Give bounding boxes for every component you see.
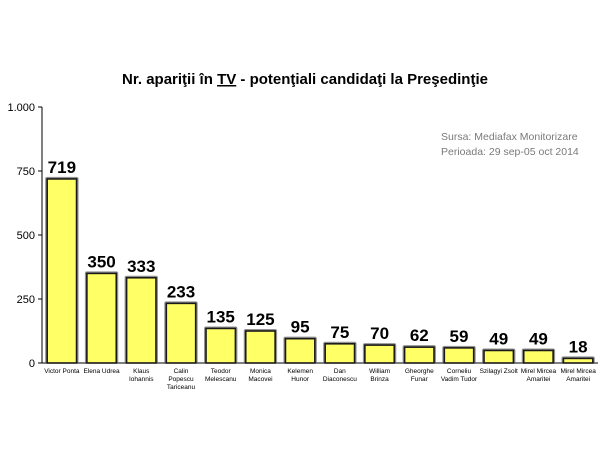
y-tick-label: 250	[17, 294, 35, 306]
category-label: Victor Ponta	[44, 368, 80, 375]
bar	[443, 347, 475, 364]
category-label-line: Amaritei	[527, 376, 551, 383]
data-label: 75	[330, 323, 349, 342]
category-label: Calin Popescu Tariceanu	[167, 368, 196, 391]
y-tick-label: 1.000	[7, 102, 35, 114]
bar	[483, 349, 515, 364]
data-labels: 719 350 333 233 135 125 95 75 70 62 59 49 49 18	[48, 158, 588, 356]
category-label-line: Iohannis	[129, 376, 154, 383]
bar	[364, 344, 396, 364]
y-tick-label: 500	[17, 230, 35, 242]
data-label: 135	[207, 307, 235, 326]
category-label: Szilagyi Zsolt	[480, 368, 518, 375]
data-label: 125	[246, 310, 274, 329]
category-label: Corneliu Vadim Tudor	[441, 368, 478, 383]
category-label-line: Hunor	[291, 376, 310, 383]
category-label-line: Funar	[411, 376, 429, 383]
bar	[46, 178, 78, 364]
data-label: 233	[167, 282, 195, 301]
category-label: Dan Diaconescu	[323, 368, 357, 383]
bar	[165, 302, 197, 364]
category-label-line: Tariceanu	[167, 384, 196, 391]
y-tick-label: 0	[29, 358, 35, 370]
data-label: 719	[48, 158, 76, 177]
category-label: Klaus Iohannis	[129, 368, 154, 383]
chart-title-part-2: TV	[217, 71, 236, 88]
category-label: Monica Macovei	[248, 368, 272, 383]
data-label: 70	[370, 324, 389, 343]
category-label: Gheorghe Funar	[405, 368, 434, 383]
data-label: 49	[489, 329, 508, 348]
category-label-line: Melescanu	[205, 376, 237, 383]
source-line-1: Sursa: Mediafax Monitorizare	[441, 131, 578, 143]
data-label: 18	[569, 337, 588, 356]
category-label-line: Brinza	[370, 376, 389, 383]
category-label-line: Vadim Tudor	[441, 376, 478, 383]
bar	[324, 342, 356, 364]
category-label-line: Victor Ponta	[44, 368, 80, 375]
category-label-line: Corneliu	[447, 368, 472, 375]
data-label: 333	[127, 257, 155, 276]
category-label-line: Dan	[334, 368, 346, 375]
category-label: Kelemen Hunor	[287, 368, 313, 383]
category-label-line: Szilagyi Zsolt	[480, 368, 518, 375]
bar	[125, 276, 157, 364]
data-label: 95	[291, 318, 310, 337]
data-label: 350	[87, 252, 115, 271]
data-label: 49	[529, 329, 548, 348]
category-label-line: Mirel Mircea	[521, 368, 557, 375]
bar	[522, 349, 554, 364]
chart-title-part-3: - potenţiali candidaţi la Preşedinţie	[236, 71, 488, 88]
chart-title-part-1: Nr. apariţii în	[122, 71, 217, 88]
category-label: Elena Udrea	[84, 368, 121, 375]
category-label: Mirel Mircea Amaritei	[560, 368, 596, 383]
category-label-line: Amaritei	[566, 376, 590, 383]
data-label: 62	[410, 326, 429, 345]
bar	[205, 327, 237, 364]
category-label: Mirel Mircea Amaritei	[521, 368, 557, 383]
chart-title: Nr. apariţii în TV - potenţiali candidaţ…	[122, 71, 488, 88]
category-label-line: Monica	[250, 368, 271, 375]
category-label-line: Klaus	[133, 368, 150, 375]
category-label-line: Popescu	[168, 376, 194, 383]
bar	[86, 272, 118, 364]
bar	[244, 330, 276, 364]
category-label: Teodor Melescanu	[205, 368, 237, 383]
bar	[562, 357, 594, 364]
data-label: 59	[450, 327, 469, 346]
category-label-line: Calin	[174, 368, 189, 375]
category-label-line: Macovei	[248, 376, 272, 383]
category-label-line: Kelemen	[287, 368, 313, 375]
category-label-line: Mirel Mircea	[560, 368, 596, 375]
bar	[403, 346, 435, 364]
category-label: William Brinza	[369, 368, 390, 383]
category-label-line: William	[369, 368, 390, 375]
bars	[45, 176, 595, 364]
category-label-line: Teodor	[211, 368, 232, 375]
source-line-2: Perioada: 29 sep-05 oct 2014	[441, 146, 579, 158]
bar	[284, 337, 316, 364]
category-label-line: Gheorghe	[405, 368, 434, 375]
category-label-line: Elena Udrea	[84, 368, 121, 375]
category-label-line: Diaconescu	[323, 376, 357, 383]
x-axis-labels: Victor Ponta Elena Udrea Klaus Iohannis Cali…	[44, 368, 596, 391]
y-tick-label: 750	[17, 166, 35, 178]
